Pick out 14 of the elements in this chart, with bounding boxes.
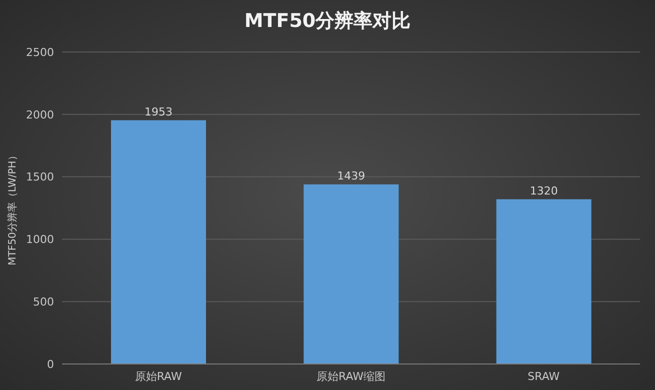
x-tick-label: 原始RAW <box>134 370 182 383</box>
y-tick-label: 1500 <box>26 170 54 184</box>
x-tick-label: SRAW <box>528 370 560 383</box>
y-tick-label: 1000 <box>26 233 54 246</box>
y-tick-label: 0 <box>47 358 54 371</box>
y-tick-label: 2000 <box>26 108 54 122</box>
y-tick-label: 2500 <box>26 46 54 59</box>
data-label: 1439 <box>337 169 366 182</box>
y-axis-title: MTF50分辨率（LW/PH） <box>6 150 19 266</box>
data-label: 1320 <box>530 184 558 198</box>
x-tick-label: 原始RAW缩图 <box>316 370 386 383</box>
y-tick-label: 500 <box>33 296 54 309</box>
data-label: 1953 <box>144 105 172 118</box>
chart-title: MTF50分辨率对比 <box>243 9 412 34</box>
